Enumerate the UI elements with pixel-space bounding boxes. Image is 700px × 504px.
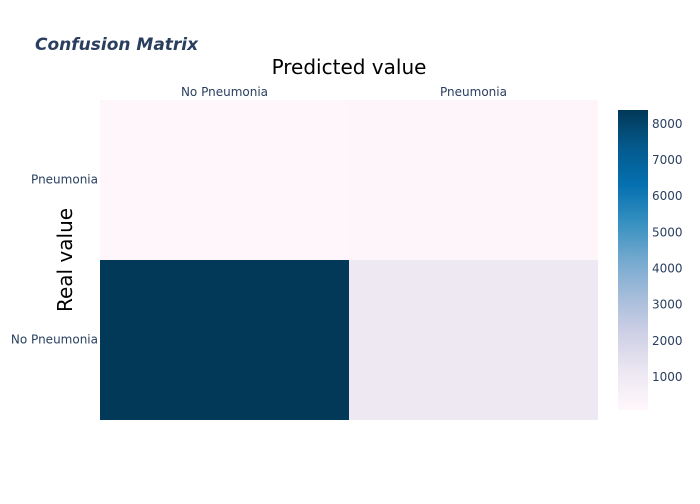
x-tick-labels: No Pneumonia Pneumonia bbox=[181, 85, 507, 99]
y-tick-label: No Pneumonia bbox=[11, 333, 98, 347]
colorbar-tick-label: 6000 bbox=[652, 189, 683, 203]
heatmap-cell-no-pneumonia-pneumonia bbox=[349, 260, 598, 420]
y-axis-title: Real value bbox=[53, 208, 77, 312]
colorbar-tick-label: 3000 bbox=[652, 298, 683, 312]
y-tick-label: Pneumonia bbox=[31, 173, 98, 187]
y-tick-labels: Pneumonia No Pneumonia bbox=[11, 173, 98, 347]
colorbar-tick-label: 1000 bbox=[652, 370, 683, 384]
colorbar-tick-labels: 1000 2000 3000 4000 5000 6000 7000 8000 bbox=[652, 117, 683, 384]
heatmap-cell-no-pneumonia-no-pneumonia bbox=[100, 260, 349, 420]
colorbar-tick-label: 2000 bbox=[652, 334, 683, 348]
heatmap-cell-pneumonia-no-pneumonia bbox=[100, 100, 349, 260]
chart-title: Confusion Matrix bbox=[35, 35, 199, 55]
colorbar bbox=[618, 110, 648, 410]
heatmap-cells bbox=[100, 100, 598, 420]
colorbar-tick-label: 4000 bbox=[652, 262, 683, 276]
colorbar-tick-label: 7000 bbox=[652, 153, 683, 167]
heatmap-cell-pneumonia-pneumonia bbox=[349, 100, 598, 260]
colorbar-tick-label: 8000 bbox=[652, 117, 683, 131]
x-tick-label: Pneumonia bbox=[440, 85, 507, 99]
x-tick-label: No Pneumonia bbox=[181, 85, 268, 99]
colorbar-tick-label: 5000 bbox=[652, 225, 683, 239]
x-axis-title: Predicted value bbox=[272, 55, 427, 79]
